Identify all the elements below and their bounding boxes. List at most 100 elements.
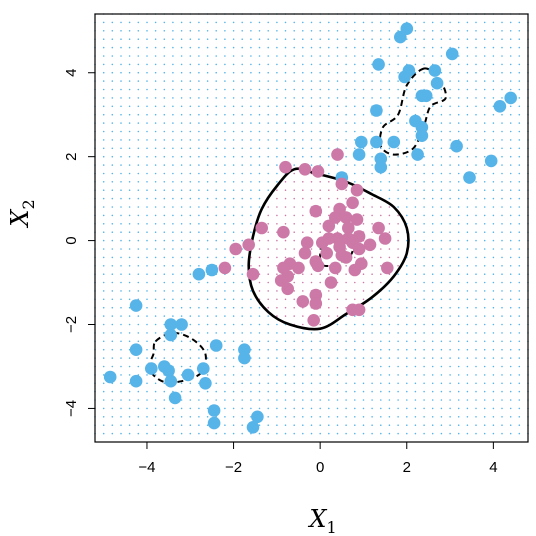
point-series1-50 bbox=[296, 295, 310, 308]
point-series0-41 bbox=[197, 362, 210, 375]
point-series0-17 bbox=[355, 135, 368, 149]
point-series1-48 bbox=[281, 282, 295, 296]
point-series0-36 bbox=[238, 351, 251, 365]
point-series0-20 bbox=[352, 148, 366, 161]
point-series1-15 bbox=[255, 221, 268, 235]
point-series0-33 bbox=[209, 339, 223, 352]
x-axis-title: X1 bbox=[307, 505, 336, 536]
point-series1-14 bbox=[372, 221, 385, 235]
point-series1-13 bbox=[342, 221, 355, 235]
point-series0-19 bbox=[450, 139, 463, 153]
point-series1-3 bbox=[311, 165, 325, 178]
point-series0-1 bbox=[394, 30, 407, 44]
x-tick-label: −4 bbox=[138, 459, 155, 476]
x-tick-label: 0 bbox=[316, 459, 324, 476]
y-tick-label: 0 bbox=[63, 236, 80, 244]
point-series0-28 bbox=[192, 267, 206, 281]
point-series0-25 bbox=[463, 171, 476, 184]
point-series1-53 bbox=[352, 303, 366, 317]
point-series0-5 bbox=[428, 64, 442, 77]
point-series1-43 bbox=[246, 267, 260, 281]
point-series1-2 bbox=[331, 148, 344, 161]
point-series0-24 bbox=[374, 160, 388, 174]
point-series0-47 bbox=[207, 404, 221, 417]
point-series1-42 bbox=[218, 261, 232, 275]
point-series1-4 bbox=[335, 177, 349, 191]
point-series1-32 bbox=[320, 246, 334, 260]
x-tick-label: −2 bbox=[225, 459, 242, 476]
point-series0-11 bbox=[493, 100, 507, 113]
point-series0-12 bbox=[370, 104, 383, 117]
point-series1-41 bbox=[381, 261, 394, 275]
point-series1-6 bbox=[346, 196, 359, 210]
point-series0-6 bbox=[398, 70, 411, 84]
boundary-dashed-2 bbox=[378, 67, 447, 156]
point-series0-18 bbox=[387, 135, 401, 149]
point-series1-44 bbox=[348, 263, 362, 277]
point-series1-8 bbox=[309, 204, 323, 218]
point-series0-15 bbox=[415, 129, 429, 142]
boundary-dashed-3 bbox=[147, 331, 207, 384]
y-tick-label: −4 bbox=[63, 400, 80, 417]
point-series0-48 bbox=[251, 410, 264, 424]
point-series1-31 bbox=[298, 246, 312, 260]
y-tick-label: −2 bbox=[63, 316, 80, 333]
y-axis-title-subscript: 2 bbox=[19, 199, 38, 209]
boundary-solid-0 bbox=[247, 167, 410, 331]
point-series1-16 bbox=[277, 225, 290, 239]
point-series1-1 bbox=[298, 163, 312, 176]
point-series0-49 bbox=[207, 416, 221, 430]
point-series0-29 bbox=[129, 299, 143, 312]
point-series1-5 bbox=[350, 183, 364, 197]
point-series0-9 bbox=[504, 91, 517, 105]
x-tick-label: 4 bbox=[489, 459, 497, 476]
point-series0-2 bbox=[445, 47, 459, 61]
point-series0-42 bbox=[103, 370, 117, 384]
point-series1-19 bbox=[378, 232, 392, 245]
x-axis-title-subscript: 1 bbox=[326, 518, 336, 536]
y-axis-title-base: X bbox=[6, 209, 34, 229]
point-series1-54 bbox=[307, 314, 321, 327]
point-series1-25 bbox=[242, 238, 255, 252]
point-series1-51 bbox=[309, 297, 323, 310]
plot-frame bbox=[94, 13, 529, 443]
y-tick-label: 2 bbox=[63, 152, 80, 160]
y-axis-title: X2 bbox=[6, 199, 38, 228]
point-series1-10 bbox=[339, 211, 353, 224]
point-series1-11 bbox=[350, 213, 364, 226]
decision-boundaries bbox=[147, 67, 447, 384]
point-series1-0 bbox=[279, 160, 292, 174]
point-series0-39 bbox=[162, 364, 175, 378]
data-points bbox=[103, 22, 517, 434]
point-series1-21 bbox=[300, 236, 314, 249]
point-series0-46 bbox=[168, 391, 182, 405]
point-series0-23 bbox=[484, 154, 498, 168]
x-tick-label: 2 bbox=[403, 459, 411, 476]
point-series1-39 bbox=[292, 261, 305, 275]
point-series1-27 bbox=[363, 238, 377, 252]
point-series1-36 bbox=[311, 259, 325, 273]
axes: −4 −2 0 2 4 −4 −2 0 2 4 bbox=[63, 69, 498, 476]
point-series0-34 bbox=[129, 343, 143, 357]
point-series1-26 bbox=[316, 236, 329, 249]
point-series0-37 bbox=[145, 362, 158, 375]
point-series0-16 bbox=[370, 135, 383, 149]
point-series1-38 bbox=[329, 261, 342, 275]
point-series0-22 bbox=[411, 148, 424, 161]
point-series1-24 bbox=[229, 242, 242, 256]
point-series0-31 bbox=[175, 318, 188, 331]
point-series0-32 bbox=[164, 328, 178, 342]
point-series1-33 bbox=[339, 251, 353, 264]
point-series0-43 bbox=[129, 374, 143, 388]
point-series1-47 bbox=[324, 276, 338, 289]
point-series0-3 bbox=[372, 58, 385, 71]
x-axis-title-base: X bbox=[307, 505, 327, 533]
point-series0-27 bbox=[205, 263, 219, 277]
point-series0-30 bbox=[164, 318, 178, 331]
point-series1-12 bbox=[322, 219, 336, 233]
point-series0-40 bbox=[181, 368, 195, 382]
point-series0-45 bbox=[199, 377, 212, 390]
point-series0-10 bbox=[415, 89, 429, 103]
point-series0-50 bbox=[246, 421, 260, 434]
